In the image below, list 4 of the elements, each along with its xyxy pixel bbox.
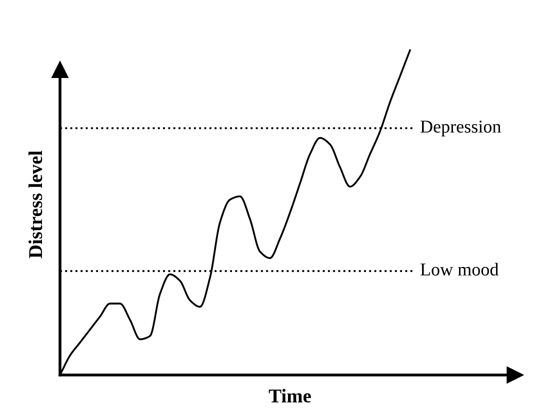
ref-line-label: Low mood [420, 262, 499, 276]
ref-line-label: Depression [420, 120, 501, 136]
y-axis-title: Distress level [28, 150, 42, 258]
x-axis-title: Time [268, 388, 311, 403]
